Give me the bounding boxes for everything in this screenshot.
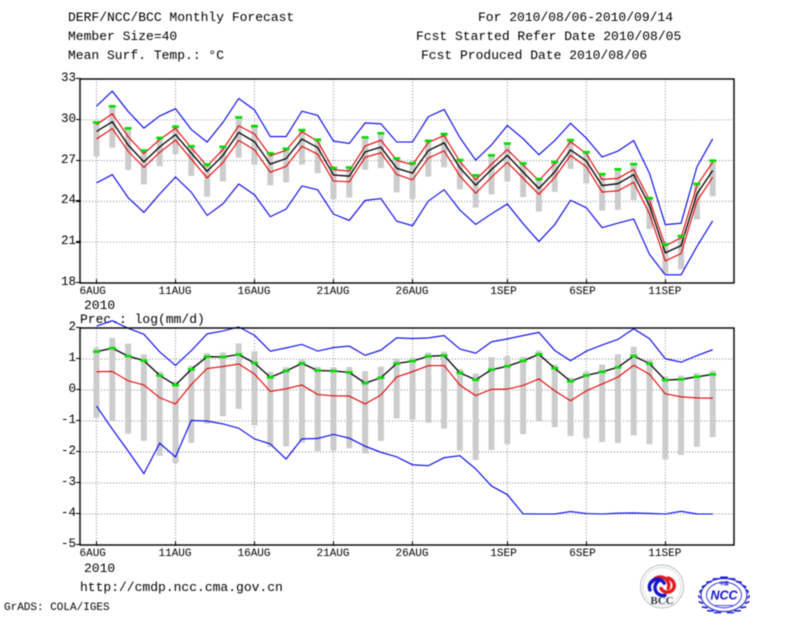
- svg-text:中国: 中国: [720, 580, 729, 587]
- svg-text:BCC: BCC: [650, 595, 673, 607]
- svg-text:NCC: NCC: [710, 589, 738, 603]
